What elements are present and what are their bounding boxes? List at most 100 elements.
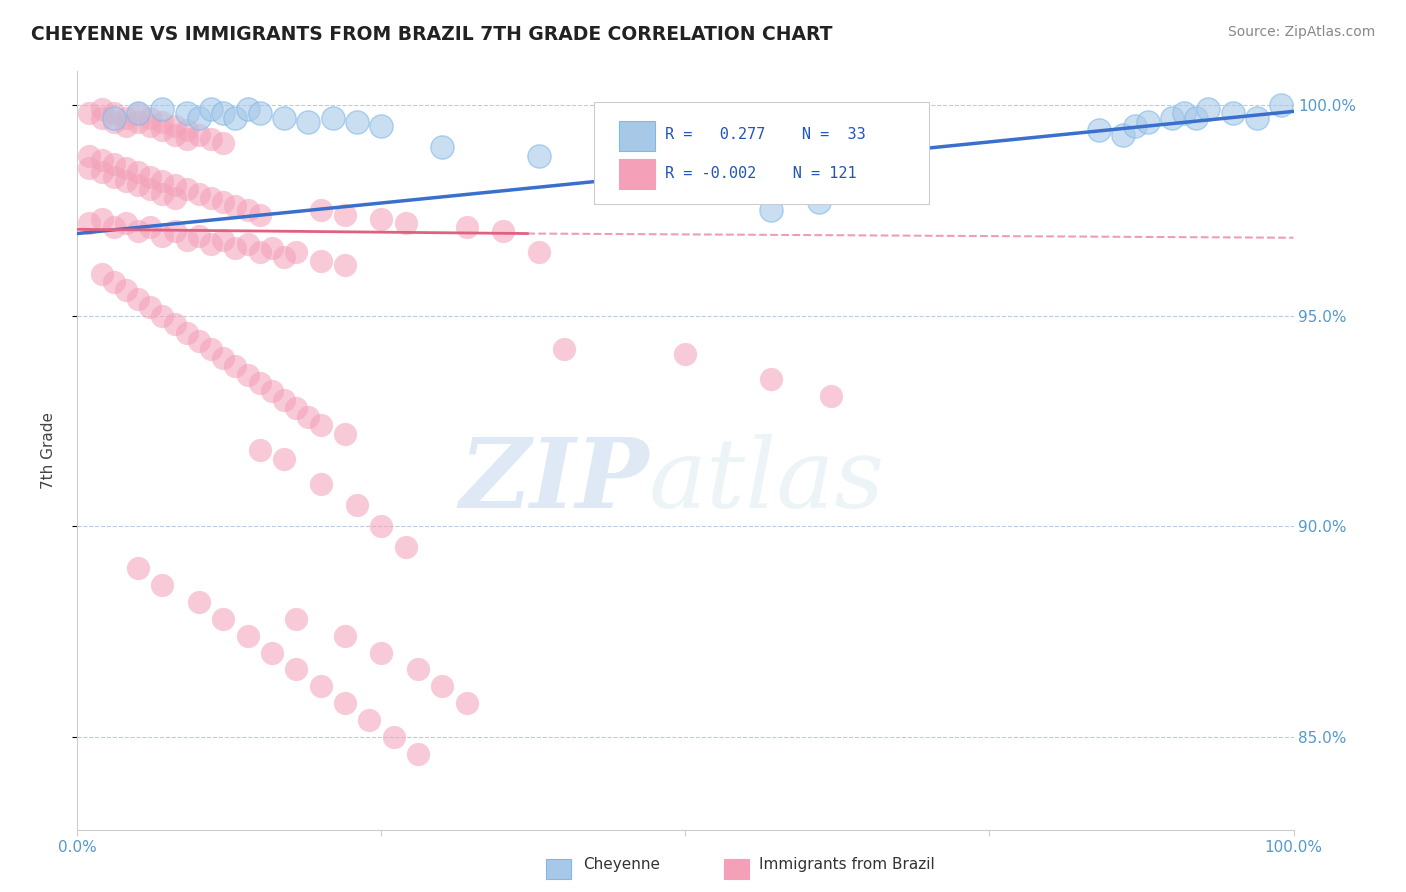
Point	[285, 663, 308, 677]
Point	[1173, 106, 1195, 120]
Point	[236, 102, 259, 116]
Point	[333, 696, 356, 710]
Point	[176, 106, 198, 120]
Point	[200, 237, 222, 252]
Point	[1246, 111, 1268, 125]
Point	[370, 211, 392, 226]
Point	[1270, 98, 1292, 112]
Point	[1125, 119, 1147, 133]
Point	[163, 178, 186, 192]
Point	[529, 245, 551, 260]
Point	[333, 208, 356, 222]
Point	[152, 578, 174, 592]
Point	[127, 224, 149, 238]
Point	[103, 111, 125, 125]
Point	[260, 646, 283, 660]
Point	[333, 258, 356, 272]
Point	[236, 237, 259, 252]
Point	[297, 409, 319, 424]
Point	[395, 216, 418, 230]
Point	[115, 216, 138, 230]
Point	[152, 123, 174, 137]
Point	[188, 111, 211, 125]
Point	[456, 220, 478, 235]
Point	[224, 359, 246, 374]
Point	[370, 119, 392, 133]
Point	[1112, 128, 1135, 142]
Point	[103, 169, 125, 184]
Point	[152, 186, 174, 201]
Point	[406, 663, 429, 677]
Point	[115, 174, 138, 188]
Point	[103, 115, 125, 129]
Point	[188, 128, 211, 142]
Point	[212, 351, 235, 365]
Point	[79, 161, 101, 176]
Point	[273, 392, 295, 407]
Point	[346, 498, 368, 512]
Y-axis label: 7th Grade: 7th Grade	[42, 412, 56, 489]
Point	[249, 208, 271, 222]
Point	[152, 102, 174, 116]
Point	[273, 250, 295, 264]
Point	[675, 346, 697, 360]
Point	[115, 284, 138, 298]
Point	[152, 228, 174, 243]
Point	[152, 174, 174, 188]
FancyBboxPatch shape	[619, 159, 655, 189]
Point	[309, 253, 332, 268]
Text: Cheyenne: Cheyenne	[583, 857, 661, 872]
Point	[127, 292, 149, 306]
Point	[103, 106, 125, 120]
Point	[285, 401, 308, 416]
Point	[759, 140, 782, 154]
Point	[200, 343, 222, 357]
Point	[346, 115, 368, 129]
Point	[1088, 123, 1111, 137]
Point	[1185, 111, 1208, 125]
Point	[212, 233, 235, 247]
Point	[1161, 111, 1184, 125]
Point	[176, 182, 198, 196]
Point	[309, 418, 332, 433]
Point	[163, 128, 186, 142]
Point	[309, 477, 332, 491]
Point	[249, 443, 271, 458]
Point	[127, 178, 149, 192]
Point	[359, 713, 381, 727]
Point	[139, 182, 162, 196]
Point	[260, 241, 283, 255]
Point	[249, 376, 271, 390]
Point	[139, 111, 162, 125]
Point	[188, 595, 211, 609]
Point	[127, 106, 149, 120]
Point	[309, 679, 332, 693]
Point	[188, 186, 211, 201]
Point	[127, 165, 149, 179]
Point	[139, 169, 162, 184]
Point	[370, 519, 392, 533]
Point	[115, 119, 138, 133]
Point	[1136, 115, 1159, 129]
Point	[212, 106, 235, 120]
Point	[820, 136, 842, 150]
Point	[236, 629, 259, 643]
Point	[273, 111, 295, 125]
Point	[127, 115, 149, 129]
Point	[260, 384, 283, 399]
Point	[90, 153, 112, 167]
FancyBboxPatch shape	[595, 102, 929, 204]
Point	[115, 161, 138, 176]
Point	[759, 372, 782, 386]
Point	[382, 730, 405, 744]
Point	[236, 203, 259, 218]
Text: ZIP: ZIP	[460, 434, 650, 528]
Point	[212, 612, 235, 626]
Point	[90, 111, 112, 125]
Point	[139, 220, 162, 235]
Point	[90, 267, 112, 281]
Point	[395, 541, 418, 555]
Point	[553, 343, 575, 357]
Point	[139, 119, 162, 133]
Point	[212, 136, 235, 150]
